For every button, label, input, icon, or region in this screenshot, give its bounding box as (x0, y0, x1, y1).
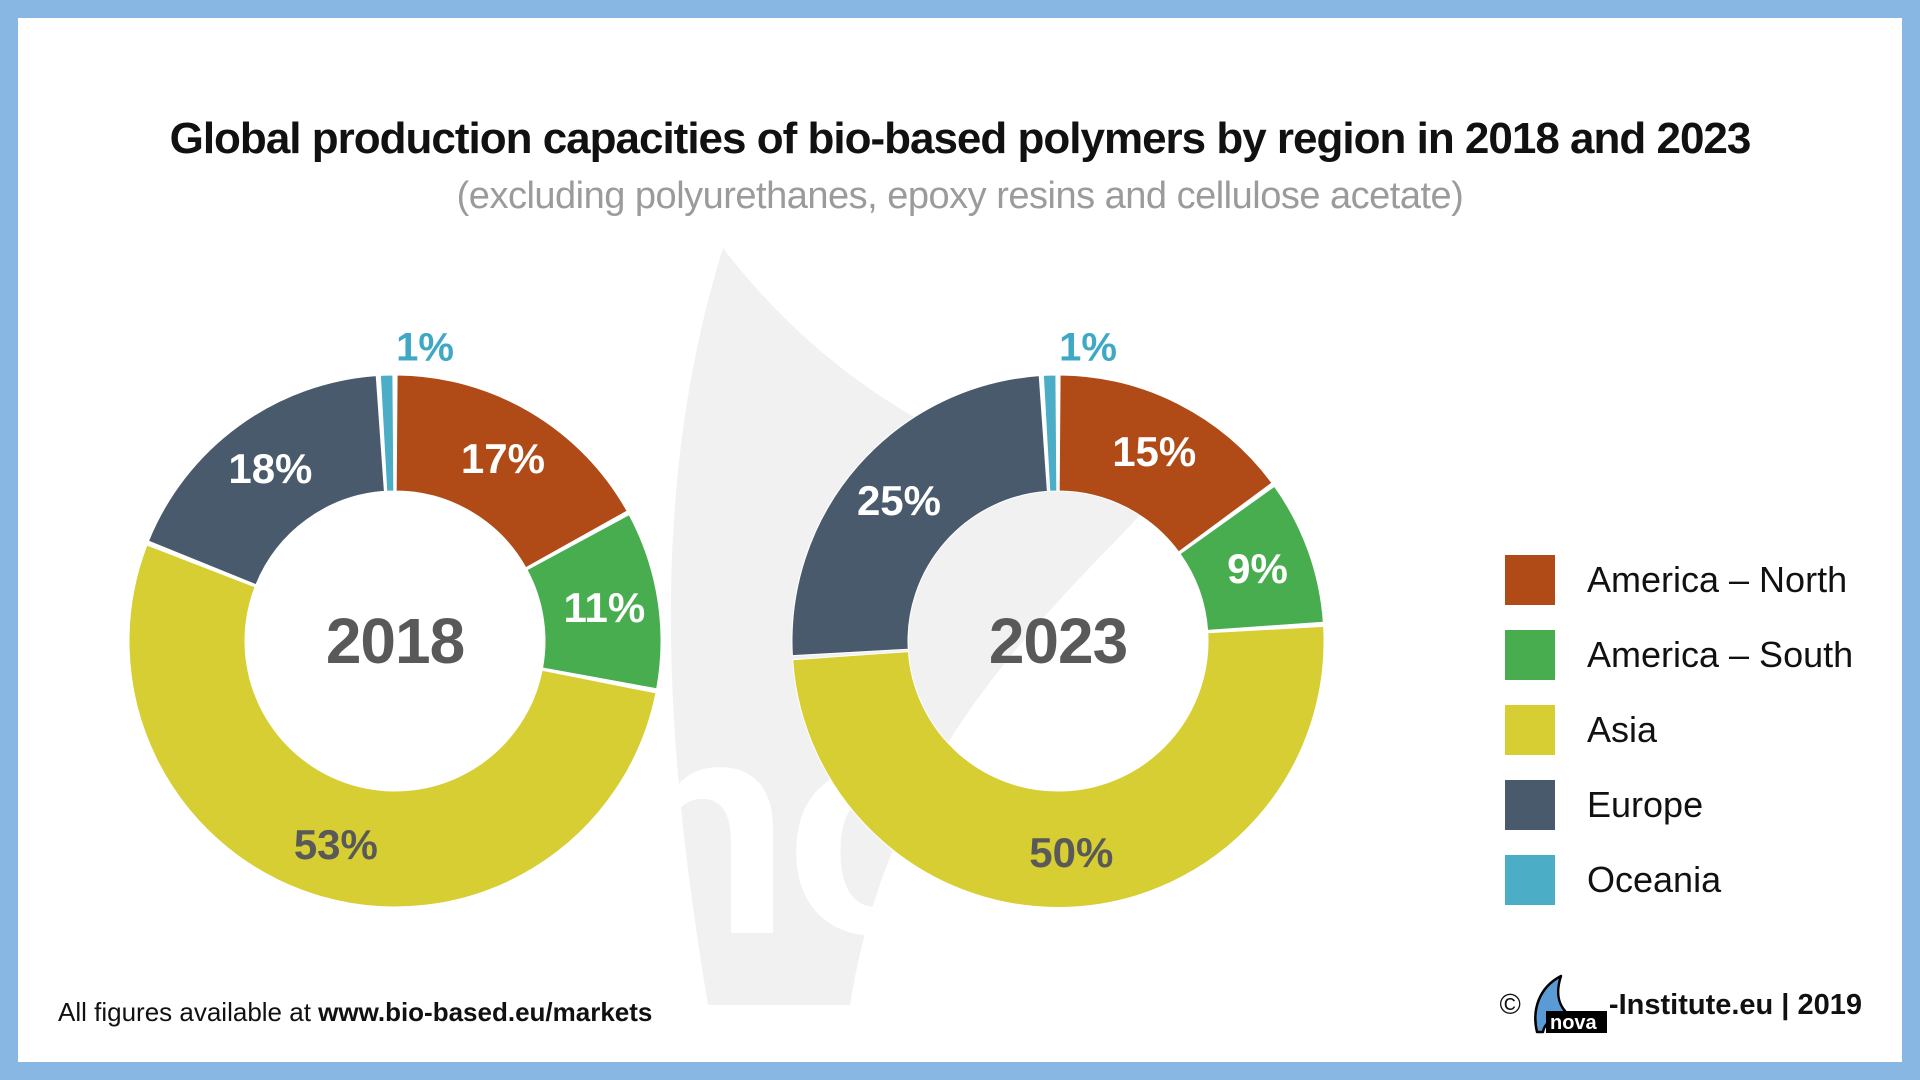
svg-text:nova: nova (1550, 1012, 1598, 1034)
donut-chart-2023: 15% 9% 50% 25% 1% 2023 (790, 326, 1326, 909)
footer-credit: © nova -Institute.eu | 2019 (1500, 974, 1862, 1036)
legend-swatch (1505, 855, 1555, 905)
legend-label: Asia (1587, 709, 1658, 750)
slice-value-label: 1% (1059, 325, 1117, 370)
donut-slice-america-north (1058, 374, 1273, 553)
donut-svg-2018 (128, 374, 662, 908)
slice-value-label: 53% (293, 820, 378, 868)
footer-source-prefix: All figures available at (58, 997, 319, 1027)
legend-label: America – North (1587, 559, 1848, 600)
donut-chart-2018: 17% 11% 53% 18% 1% 2018 (127, 326, 663, 909)
page-title: Global production capacities of bio-base… (169, 114, 1752, 163)
footer-source-note: All figures available at www.bio-based.e… (58, 997, 652, 1028)
legend-swatch (1505, 705, 1555, 755)
donut-slice-europe (791, 375, 1048, 657)
legend-item-asia: Asia (1505, 705, 1853, 755)
slice-value-label: 17% (460, 434, 545, 482)
donut-slice-asia (128, 544, 657, 908)
legend-item-america-north: America – North (1505, 555, 1853, 605)
legend-swatch (1505, 780, 1555, 830)
slice-value-label: 50% (1029, 828, 1114, 876)
slice-value-label: 11% (563, 583, 646, 631)
legend-swatch (1505, 630, 1555, 680)
copyright-symbol: © (1499, 988, 1521, 1021)
legend-label: Europe (1587, 784, 1704, 825)
footer-credit-text: -Institute.eu | 2019 (1608, 988, 1862, 1021)
donut-slice-america-south (1179, 485, 1324, 631)
donut-slice-oceania (379, 374, 395, 492)
donut-center-year-label: 2023 (988, 605, 1128, 677)
slice-value-label: 15% (1112, 428, 1197, 476)
slice-value-label: 18% (228, 445, 313, 493)
legend-label: Oceania (1587, 859, 1722, 900)
slice-value-label: 1% (396, 325, 454, 370)
slice-value-label: 9% (1227, 545, 1288, 593)
legend: America – North America – South Asia Europe… (1505, 555, 1853, 930)
donut-center-year-label: 2018 (325, 605, 465, 677)
legend-swatch (1505, 555, 1555, 605)
slice-value-label: 25% (856, 476, 941, 524)
legend-item-america-south: America – South (1505, 630, 1853, 680)
donut-svg-2023 (791, 374, 1325, 908)
nova-institute-logo-icon: nova (1534, 974, 1607, 1034)
legend-label: America – South (1587, 634, 1854, 675)
footer-source-url: www.bio-based.eu/markets (318, 997, 653, 1027)
donut-slice-europe (147, 375, 385, 586)
page-subtitle: (excluding polyurethanes, epoxy resins a… (456, 174, 1464, 217)
legend-item-europe: Europe (1505, 780, 1853, 830)
title-block: Global production capacities of bio-base… (18, 114, 1902, 218)
donut-slice-oceania (1042, 374, 1058, 492)
donut-slice-asia (792, 625, 1325, 908)
legend-item-oceania: Oceania (1505, 855, 1853, 905)
donut-slice-america-south (526, 514, 662, 690)
donut-slice-america-north (395, 374, 628, 569)
